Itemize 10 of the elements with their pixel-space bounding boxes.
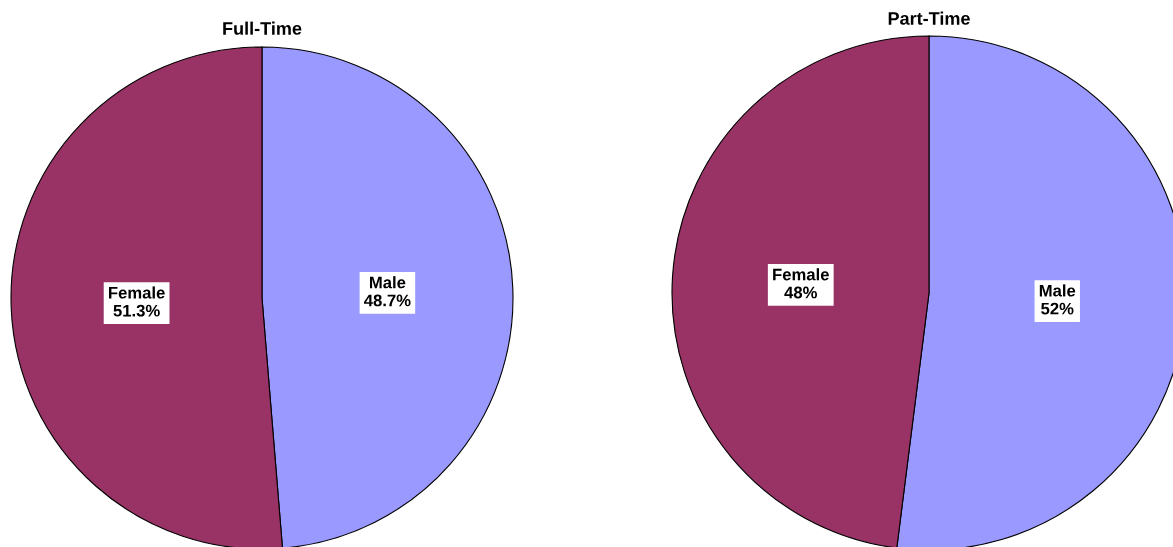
data-label: 48% bbox=[784, 286, 817, 299]
slice-label: Male bbox=[369, 276, 406, 289]
slice-label: Female bbox=[773, 268, 829, 281]
chart-title: Part-Time bbox=[888, 11, 970, 25]
data-label: 52% bbox=[1041, 302, 1074, 315]
slice-label: Male bbox=[1039, 284, 1076, 297]
data-label: 51.3% bbox=[113, 304, 160, 317]
slice-label: Female bbox=[109, 286, 165, 299]
data-label: 48.7% bbox=[364, 294, 411, 307]
chart-title: Full-Time bbox=[223, 21, 302, 35]
